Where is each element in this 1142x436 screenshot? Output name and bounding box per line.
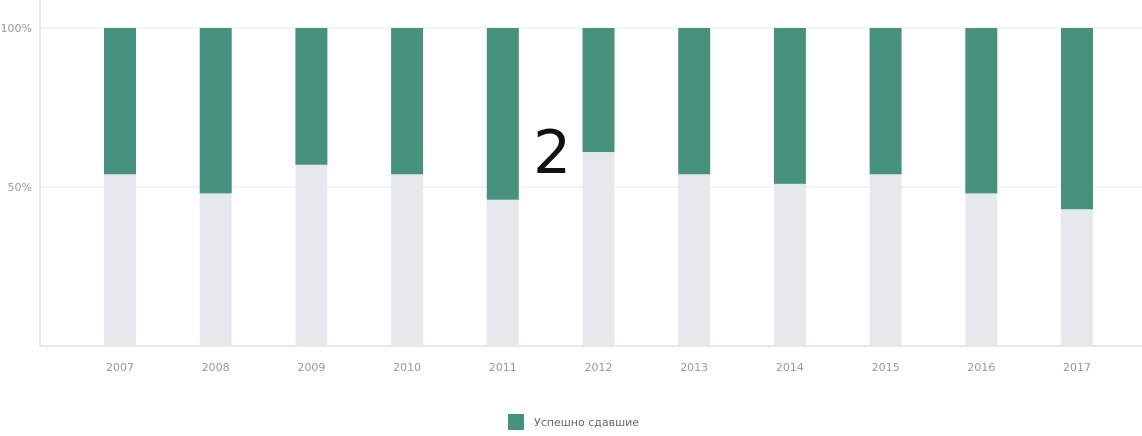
overlay-number-label: 2 — [533, 118, 572, 188]
bar-segment-passed — [869, 28, 902, 175]
legend-label: Успешно сдавшие — [534, 415, 640, 429]
x-tick-label: 2014 — [776, 361, 804, 374]
bar-segment-rest — [582, 152, 615, 346]
x-tick-label: 2007 — [106, 361, 134, 374]
x-tick-label: 2010 — [393, 361, 421, 374]
bar-segment-passed — [1061, 28, 1093, 210]
bar-segment-passed — [199, 28, 232, 194]
x-tick-label: 2016 — [967, 361, 995, 374]
y-tick-label: 100% — [1, 22, 32, 35]
bar-segment-rest — [104, 174, 136, 346]
bar-segment-rest — [391, 174, 424, 346]
x-tick-label: 2015 — [872, 361, 900, 374]
legend: Успешно сдавшие — [508, 414, 639, 430]
bar-segment-passed — [486, 28, 519, 200]
bar-segment-rest — [199, 193, 232, 346]
bar-segment-rest — [1061, 209, 1093, 346]
bar-segment-rest — [965, 193, 998, 346]
bar-segment-passed — [582, 28, 615, 153]
x-tick-label: 2011 — [489, 361, 517, 374]
legend-swatch — [508, 414, 524, 430]
bar-segment-passed — [391, 28, 424, 175]
bar-segment-rest — [678, 174, 711, 346]
bar-segment-passed — [295, 28, 328, 165]
bar-segment-passed — [773, 28, 806, 184]
bar-segment-rest — [486, 199, 519, 346]
x-tick-label: 2012 — [585, 361, 613, 374]
x-tick-label: 2009 — [297, 361, 325, 374]
y-tick-label: 50% — [8, 181, 32, 194]
bar-segment-passed — [104, 28, 136, 175]
x-tick-label: 2017 — [1063, 361, 1091, 374]
x-tick-label: 2013 — [680, 361, 708, 374]
bar-segment-passed — [678, 28, 711, 175]
bar-segment-rest — [773, 183, 806, 346]
bar-segment-rest — [295, 164, 328, 346]
bar-segment-passed — [965, 28, 998, 194]
x-tick-label: 2008 — [202, 361, 230, 374]
bar-segment-rest — [869, 174, 902, 346]
